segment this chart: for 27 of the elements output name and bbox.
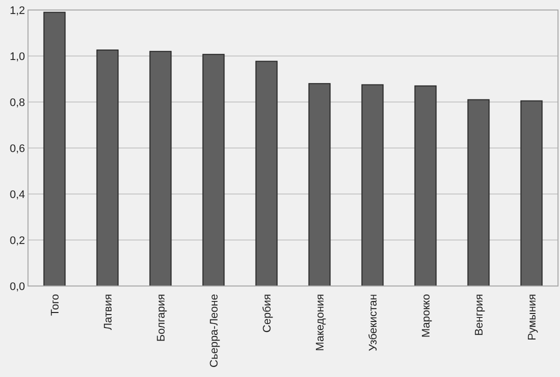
y-tick-label: 1,2 [10, 4, 25, 17]
x-tick-label: Того [49, 294, 62, 316]
x-tick-label: Венгрия [473, 294, 486, 336]
bar [202, 54, 225, 286]
y-tick-label: 1,0 [10, 50, 25, 63]
y-tick-label: 0,8 [10, 96, 25, 109]
bar [43, 12, 66, 286]
bar [255, 60, 278, 286]
y-tick-label: 0,2 [10, 234, 25, 247]
x-tick-label: Сьерра-Леоне [208, 294, 220, 368]
x-tick-label: Латвия [102, 294, 114, 330]
x-tick-label: Болгария [155, 294, 168, 342]
bar [361, 84, 384, 286]
bar [149, 50, 172, 286]
bar [467, 99, 490, 286]
bar [308, 83, 331, 286]
bar [414, 85, 437, 286]
bar [96, 50, 119, 286]
y-tick-label: 0,6 [10, 142, 25, 155]
x-tick-label: Македония [314, 294, 326, 351]
bar [520, 100, 543, 286]
x-tick-label: Румыния [526, 294, 538, 340]
x-tick-label: Марокко [420, 294, 432, 338]
x-tick-label: Узбекистан [367, 294, 380, 352]
x-tick-label: Сербия [261, 294, 274, 333]
y-tick-label: 0,4 [10, 188, 25, 201]
y-tick-label: 0,0 [10, 280, 25, 293]
